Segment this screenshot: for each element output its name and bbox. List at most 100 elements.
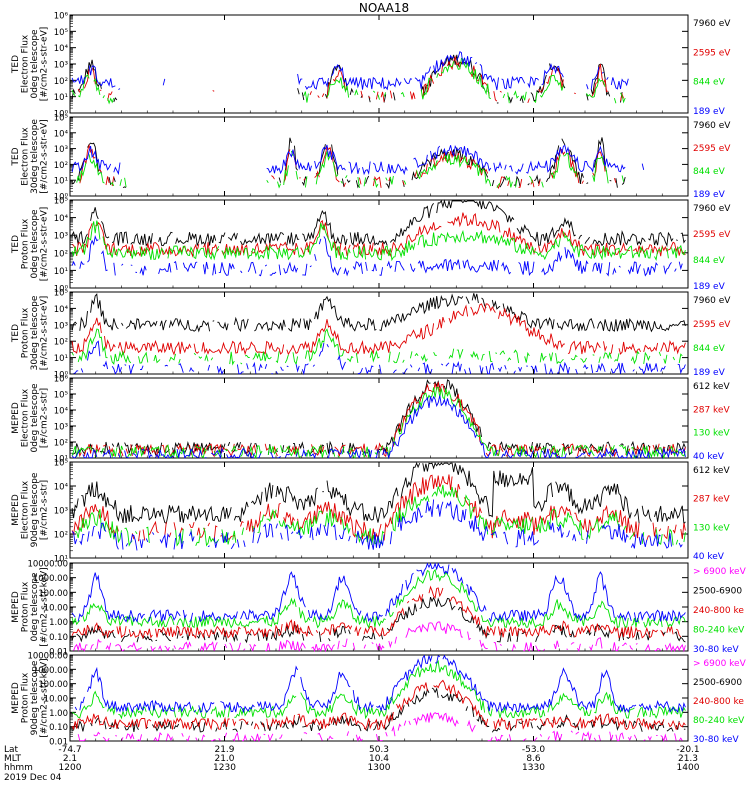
y-tick-label: 10⁵: [54, 391, 68, 401]
x-tick-label: 1400: [677, 763, 700, 773]
y-axis-label-line: 30deg telescope: [30, 119, 40, 194]
y-axis-label-line: [#/cm2-s-str-eV]: [40, 207, 50, 282]
y-tick-label: 10⁵: [54, 289, 68, 299]
y-tick-label: 10²: [54, 249, 68, 259]
y-axis-label-line: [#/cm2-s-str-eV]: [40, 296, 50, 371]
panel-2: 10⁰ 10¹ 10² 10³ 10⁴ 10⁵ TED Electron Flux 30deg …: [11, 114, 731, 203]
y-tick-label: 0.01: [49, 648, 68, 658]
series-line: [71, 293, 686, 333]
y-tick-label: 10²: [54, 77, 68, 87]
x-row-label: MLT: [4, 754, 22, 764]
y-axis-label: TED Electron Flux 30deg telescope [#/cm2-s-…: [11, 119, 50, 194]
x-tick-label: -74.7: [58, 745, 81, 755]
y-axis-label-line: 90deg telescope: [30, 472, 40, 547]
y-tick-label: 10¹: [54, 267, 68, 277]
panel-7: 0.010.101.0010.00100.001000.0010000.00ME…: [11, 560, 747, 658]
y-axis-label-line: Electron Flux: [21, 127, 31, 186]
legend-entry: 189 eV: [693, 368, 726, 378]
legend-entry: 130 keV: [693, 429, 730, 439]
series-line: [72, 52, 679, 90]
x-tick-label: 50.3: [369, 745, 389, 755]
figure-title: NOAA18: [359, 1, 409, 15]
series-line: [72, 587, 684, 638]
y-tick-label: 10³: [54, 507, 68, 517]
y-tick-label: 10⁴: [54, 214, 69, 224]
panel-5: 10¹ 10² 10³ 10⁴ 10⁵ 10⁶ MEPED Electron Flux 0deg…: [11, 375, 730, 465]
legend-entry: > 6900 keV: [693, 659, 747, 669]
y-tick-label: 10⁵: [54, 28, 68, 38]
series-line: [77, 55, 625, 104]
y-axis-label-line: [#/cm2-s-str]: [40, 480, 50, 540]
y-tick-label: 10²: [54, 161, 68, 171]
legend-entry: 2595 eV: [693, 144, 731, 154]
y-tick-label: 10⁴: [54, 129, 69, 139]
y-tick-label: 10¹: [54, 555, 68, 565]
y-axis-label-line: Proton Flux: [21, 672, 31, 723]
y-axis-label-line: [#/cm2-s-str-keV]: [40, 658, 50, 737]
y-axis-label-line: [#/cm2-s-str-keV]: [40, 567, 50, 646]
series-line: [71, 137, 626, 190]
legend-entry: 40 keV: [693, 452, 725, 462]
y-axis-label-line: 30deg telescope: [30, 295, 40, 370]
y-axis-label-line: 0deg telescope: [30, 209, 40, 279]
date-label: 2019 Dec 04: [4, 773, 62, 783]
y-axis-label: MEPED Proton Flux 90deg telescope [#/cm2-s-…: [11, 658, 50, 737]
series-line: [71, 596, 686, 644]
legend-entry: 7960 eV: [693, 19, 731, 29]
legend-entry: 2595 eV: [693, 320, 731, 330]
series-line: [71, 568, 686, 629]
y-tick-label: 10³: [54, 423, 68, 433]
x-tick-label: 2.1: [63, 754, 77, 764]
y-tick-label: 10⁰: [54, 371, 69, 381]
series-line: [71, 303, 686, 356]
y-tick-label: 10⁶: [54, 375, 69, 385]
y-axis-label-line: 0deg telescope: [30, 383, 40, 453]
y-tick-label: 0.01: [49, 738, 68, 748]
series-line: [74, 484, 686, 547]
y-tick-label: 10⁰: [54, 285, 69, 295]
y-tick-label: 10⁴: [54, 305, 69, 315]
y-axis-label-line: TED: [11, 235, 21, 254]
legend-entry: 844 eV: [693, 78, 726, 88]
y-axis-label: TED Proton Flux 30deg telescope [#/cm2-s-st…: [11, 295, 50, 370]
series-line: [71, 199, 686, 248]
legend-entry: 7960 eV: [693, 296, 731, 306]
legend-entry: 2500-6900: [693, 587, 742, 597]
panel-3: 10⁰ 10¹ 10² 10³ 10⁴ 10⁵ TED Proton Flux 0deg tel…: [11, 197, 731, 295]
y-tick-label: 10.00: [44, 604, 68, 614]
y-axis-label-line: MEPED: [11, 494, 21, 526]
legend-entry: 2595 eV: [693, 230, 731, 240]
y-axis-label-line: TED: [11, 55, 21, 74]
y-tick-label: 0.10: [49, 633, 68, 643]
legend-entry: 40 keV: [693, 552, 725, 562]
y-tick-label: 100.00: [38, 589, 68, 599]
x-tick-label: 21.0: [214, 754, 234, 764]
panel-frame: [69, 291, 689, 375]
y-axis-label-line: MEPED: [11, 591, 21, 623]
y-tick-label: 10²: [54, 531, 68, 541]
legend-entry: 189 eV: [693, 282, 726, 292]
x-tick-label: 1330: [522, 763, 545, 773]
legend-entry: 80-240 keV: [693, 716, 745, 726]
panel-1: 10⁰ 10¹ 10² 10³ 10⁴ 10⁵ 10⁶ TED Electron Flux 0de…: [11, 12, 731, 120]
y-axis-label-line: MEPED: [11, 682, 21, 714]
y-tick-label: 10000.00: [27, 560, 68, 570]
series-line: [77, 712, 683, 743]
y-axis-label-line: TED: [11, 324, 21, 343]
y-axis-label-line: Electron Flux: [21, 34, 31, 93]
x-tick-label: 1200: [59, 763, 82, 773]
panel-4: 10⁰ 10¹ 10² 10³ 10⁴ 10⁵ TED Proton Flux 30deg te…: [11, 289, 731, 381]
y-tick-label: 10⁴: [54, 483, 69, 493]
y-tick-label: 10¹: [54, 455, 68, 465]
panel-frame: [69, 199, 689, 289]
series-line: [72, 145, 676, 174]
y-axis-label-line: Proton Flux: [21, 307, 31, 358]
legend-entry: 240-800 ke: [693, 606, 744, 616]
x-tick-label: 21.3: [678, 754, 698, 764]
legend-entry: 7960 eV: [693, 121, 731, 131]
y-tick-label: 10³: [54, 321, 68, 331]
series-line: [71, 212, 686, 258]
y-tick-label: 10²: [54, 439, 68, 449]
legend-entry: 80-240 keV: [693, 626, 745, 636]
